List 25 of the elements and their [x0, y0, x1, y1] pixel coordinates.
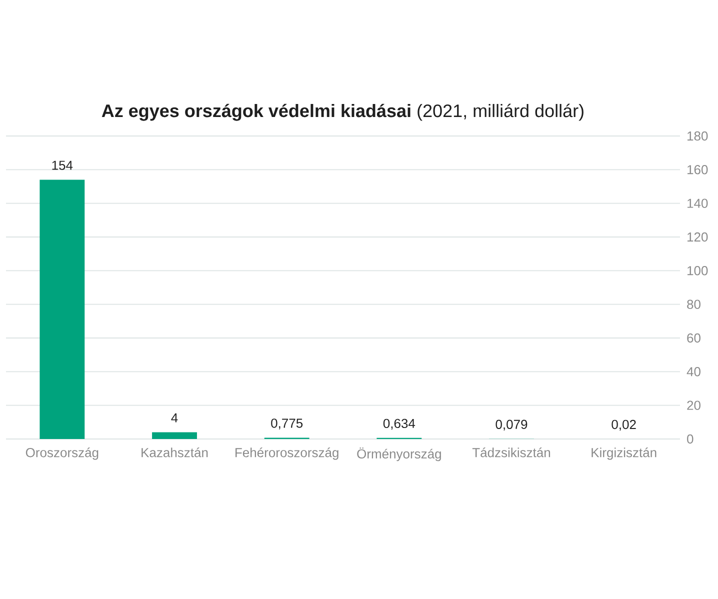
y-tick-label: 180 — [688, 131, 708, 141]
y-tick-label: 100 — [688, 266, 708, 276]
data-label: 0,634 — [383, 418, 416, 430]
y-tick-label: 60 — [687, 333, 700, 343]
x-tick-label: Kirgizisztán — [592, 448, 656, 460]
chart-title: Az egyes országok védelmi kiadásai (2021, milliárd dollár) — [102, 104, 584, 121]
bar — [152, 432, 197, 439]
x-tick-label: Fehéroroszország — [236, 448, 338, 460]
data-label: 0,079 — [496, 420, 528, 431]
data-label: 0,02 — [612, 420, 636, 431]
y-tick-label: 120 — [688, 232, 708, 242]
x-tick-label: Oroszország — [26, 448, 98, 460]
y-tick-label: 0 — [687, 434, 694, 444]
y-tick-label: 20 — [687, 400, 700, 410]
y-tick-label: 80 — [687, 300, 700, 309]
bar — [40, 180, 85, 439]
x-tick-label: Tádzsikisztán — [472, 448, 550, 458]
data-label: 154 — [52, 160, 73, 170]
data-label: 0,775 — [271, 418, 303, 430]
y-tick-label: 140 — [688, 198, 708, 208]
data-label: 4 — [171, 413, 178, 422]
y-tick-label: 40 — [686, 367, 700, 376]
x-tick-label: Kazahsztán — [142, 448, 208, 458]
x-tick-label: Örményország — [357, 448, 441, 462]
y-tick-label: 160 — [688, 165, 708, 174]
